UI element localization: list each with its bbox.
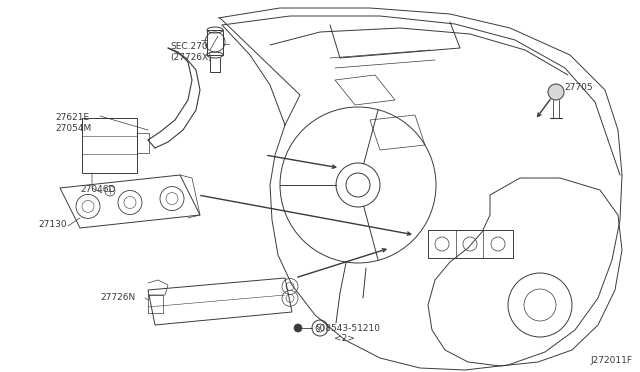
Bar: [148, 295, 163, 313]
Text: 27046D: 27046D: [80, 185, 115, 194]
Bar: [137, 133, 149, 153]
Text: 27726N: 27726N: [100, 293, 135, 302]
Text: <2>: <2>: [334, 334, 355, 343]
Text: 27054M: 27054M: [55, 124, 92, 133]
Text: J272011F: J272011F: [590, 356, 632, 365]
Bar: [207, 30, 223, 55]
Text: SEC.270: SEC.270: [170, 42, 207, 51]
Circle shape: [294, 324, 302, 332]
Text: 27705: 27705: [564, 83, 593, 93]
Bar: [428, 230, 513, 258]
Text: 27130: 27130: [38, 220, 67, 229]
Text: 27621E: 27621E: [55, 113, 89, 122]
Text: §08543-51210: §08543-51210: [316, 323, 381, 332]
Text: (27726X): (27726X): [170, 53, 212, 62]
Circle shape: [548, 84, 564, 100]
Bar: [82, 118, 137, 173]
